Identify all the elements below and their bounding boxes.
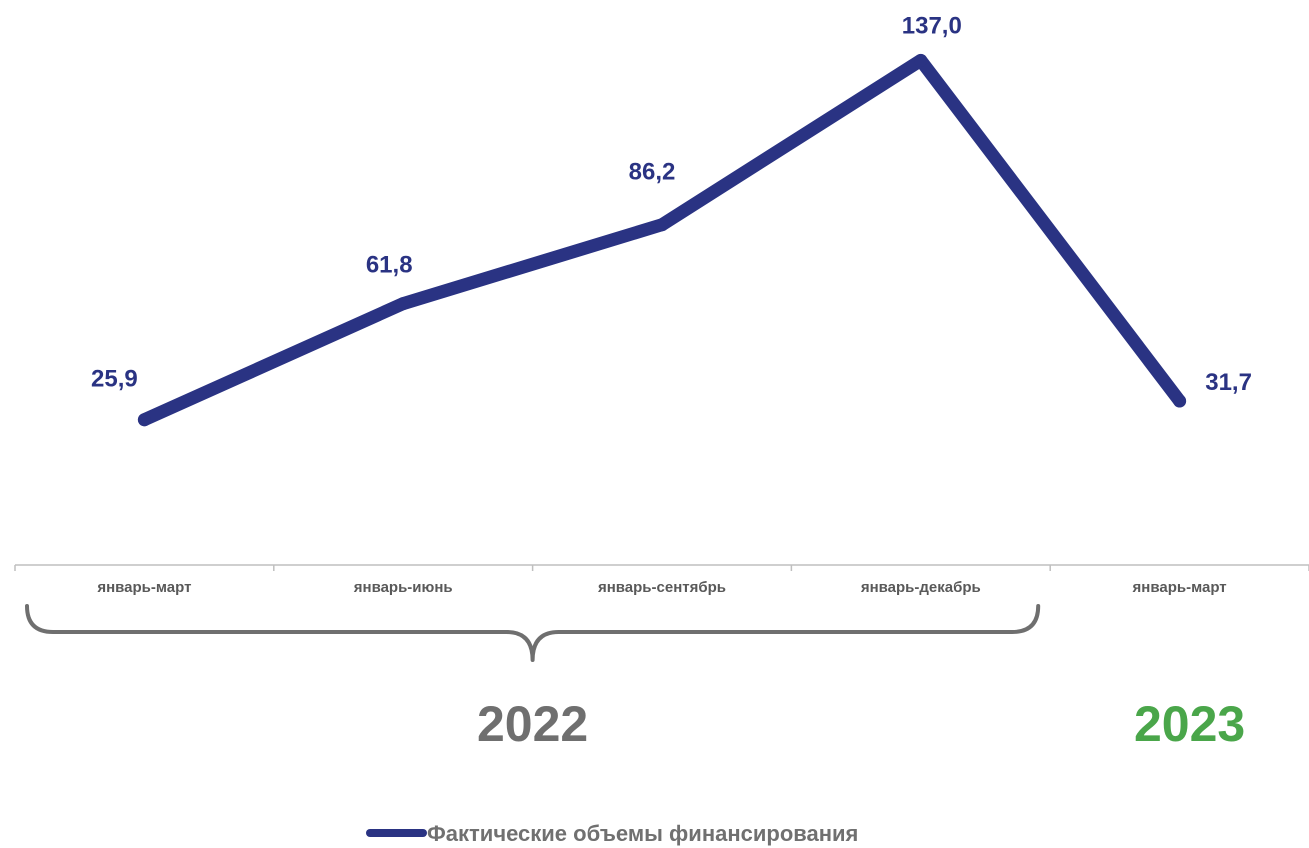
year-label: 2023: [1134, 696, 1245, 752]
x-axis-tick-labels: январь-март январь-июнь январь-сентябрь янв…: [97, 579, 1226, 596]
x-tick-label: январь-июнь: [354, 579, 453, 596]
data-point: [1173, 394, 1187, 408]
data-point: [396, 297, 410, 311]
x-tick-label: январь-декабрь: [861, 579, 981, 596]
legend: Фактические объемы финансирования: [366, 821, 858, 846]
data-label: 31,7: [1205, 369, 1252, 396]
data-point: [914, 53, 928, 67]
data-points: [137, 53, 1187, 427]
year-brace: [25, 604, 1041, 662]
legend-label: Фактические объемы финансирования: [427, 821, 858, 846]
data-point: [655, 218, 669, 232]
data-point: [137, 413, 151, 427]
year-label: 2022: [477, 696, 588, 752]
data-labels: 25,9 61,8 86,2 137,0 31,7: [91, 12, 1252, 396]
data-label: 61,8: [366, 252, 413, 279]
data-label: 86,2: [629, 159, 676, 186]
x-tick-label: январь-март: [97, 579, 191, 596]
x-tick-label: январь-март: [1133, 579, 1227, 596]
x-axis-ticks: [14, 565, 1309, 571]
data-label: 137,0: [902, 12, 962, 39]
year-groups: 2022 2023: [25, 604, 1245, 752]
series-line-financing: [137, 53, 1187, 427]
data-label: 25,9: [91, 366, 138, 393]
x-tick-label: январь-сентябрь: [598, 579, 726, 596]
